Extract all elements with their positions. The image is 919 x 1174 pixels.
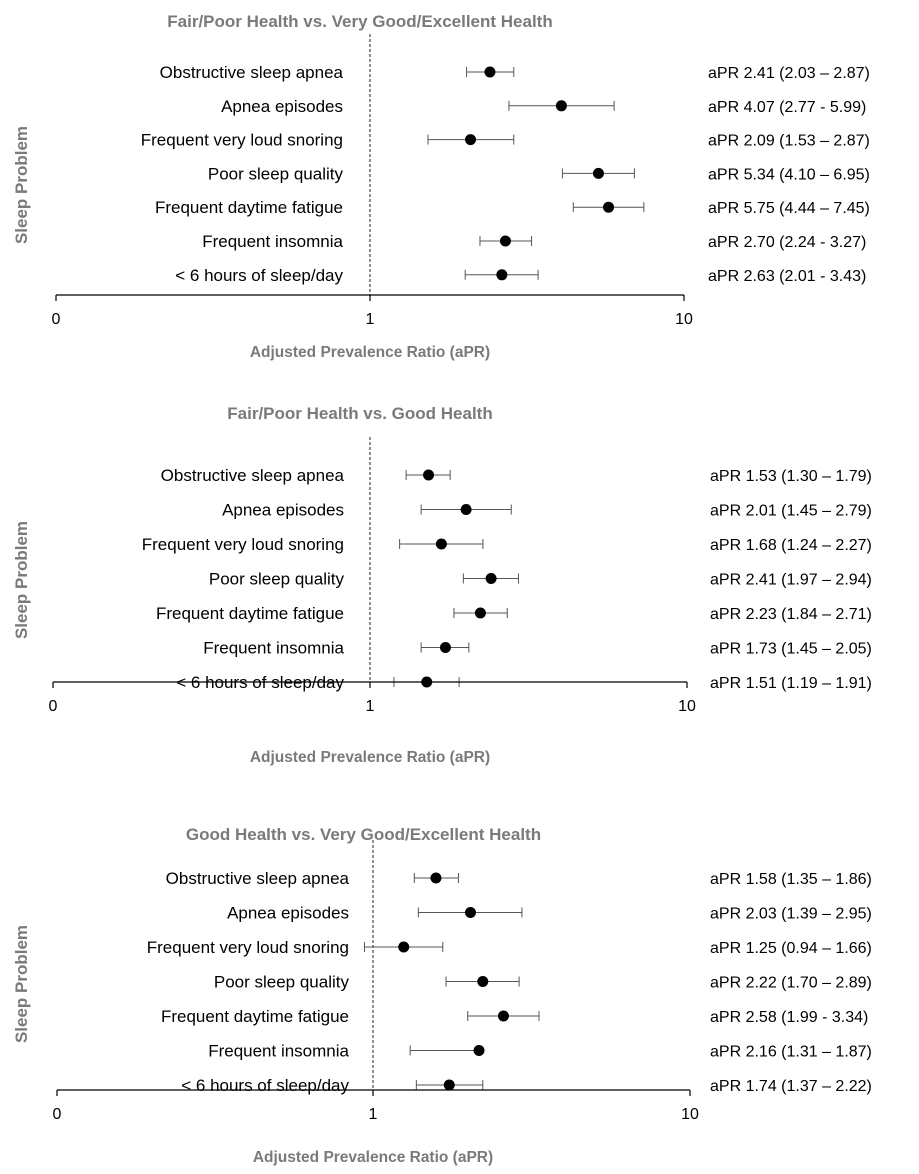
x-tick-label: 10 — [678, 698, 696, 715]
x-tick-label: 1 — [366, 698, 375, 715]
panel-title: Fair/Poor Health vs. Very Good/Excellent… — [167, 12, 552, 31]
y-axis-label: Sleep Problem — [12, 126, 31, 244]
category-label: Obstructive sleep apnea — [166, 869, 350, 888]
point-estimate — [460, 504, 472, 515]
point-estimate — [430, 872, 442, 884]
point-estimate — [439, 642, 451, 653]
x-tick-label: 1 — [369, 1106, 378, 1123]
point-estimate — [592, 167, 604, 179]
panel-title: Fair/Poor Health vs. Good Health — [227, 404, 492, 423]
apr-annotation: aPR 2.70 (2.24 - 3.27) — [708, 234, 866, 251]
category-label: Obstructive sleep apnea — [160, 63, 344, 82]
category-label: Frequent very loud snoring — [142, 535, 344, 554]
category-label: Poor sleep quality — [209, 570, 345, 589]
point-estimate — [499, 235, 511, 247]
category-label: Frequent very loud snoring — [141, 131, 343, 150]
panel-title: Good Health vs. Very Good/Excellent Heal… — [186, 825, 541, 844]
point-estimate — [555, 100, 567, 112]
point-estimate — [485, 573, 497, 584]
category-label: < 6 hours of sleep/day — [181, 1076, 349, 1095]
x-axis-label: Adjusted Prevalence Ratio (aPR) — [250, 344, 490, 361]
category-label: Frequent very loud snoring — [147, 938, 349, 957]
x-tick-label: 0 — [53, 1106, 62, 1123]
category-label: Poor sleep quality — [208, 164, 344, 183]
apr-annotation: aPR 1.73 (1.45 – 2.05) — [710, 641, 872, 658]
apr-annotation: aPR 1.58 (1.35 – 1.86) — [710, 871, 872, 888]
x-tick-label: 10 — [675, 311, 693, 328]
x-axis-label: Adjusted Prevalence Ratio (aPR) — [253, 1149, 493, 1166]
apr-annotation: aPR 5.34 (4.10 – 6.95) — [708, 166, 870, 183]
apr-annotation: aPR 1.68 (1.24 – 2.27) — [710, 537, 872, 554]
point-estimate — [465, 134, 477, 146]
point-estimate — [496, 269, 508, 281]
forest-panel-1: Fair/Poor Health vs. Very Good/Excellent… — [12, 12, 870, 361]
apr-annotation: aPR 2.09 (1.53 – 2.87) — [708, 133, 870, 150]
category-label: < 6 hours of sleep/day — [175, 266, 343, 285]
category-label: Apnea episodes — [222, 501, 344, 520]
point-estimate — [484, 66, 496, 78]
point-estimate — [464, 907, 476, 918]
apr-annotation: aPR 5.75 (4.44 – 7.45) — [708, 200, 870, 217]
apr-annotation: aPR 1.53 (1.30 – 1.79) — [710, 468, 872, 485]
apr-annotation: aPR 4.07 (2.77 - 5.99) — [708, 99, 866, 116]
apr-annotation: aPR 2.41 (1.97 – 2.94) — [710, 572, 872, 589]
forest-panel-2: Fair/Poor Health vs. Good Health Sleep Pr… — [12, 404, 872, 766]
apr-annotation: aPR 2.23 (1.84 – 2.71) — [710, 606, 872, 623]
point-estimate — [603, 201, 615, 213]
apr-annotation: aPR 1.74 (1.37 – 2.22) — [710, 1078, 872, 1095]
apr-annotation: aPR 2.58 (1.99 - 3.34) — [710, 1009, 868, 1026]
apr-annotation: aPR 1.25 (0.94 – 1.66) — [710, 940, 872, 957]
category-label: Frequent insomnia — [203, 639, 344, 658]
category-label: Frequent daytime fatigue — [161, 1007, 349, 1026]
category-label: Apnea episodes — [221, 97, 343, 116]
category-label: Obstructive sleep apnea — [161, 466, 345, 485]
y-axis-label: Sleep Problem — [12, 521, 31, 639]
x-tick-label: 0 — [52, 311, 61, 328]
apr-annotation: aPR 2.01 (1.45 – 2.79) — [710, 503, 872, 520]
category-label: Frequent insomnia — [208, 1042, 349, 1061]
category-label: Frequent daytime fatigue — [156, 604, 344, 623]
x-tick-label: 1 — [366, 311, 375, 328]
apr-annotation: aPR 1.51 (1.19 – 1.91) — [710, 675, 872, 692]
category-label: Frequent insomnia — [202, 232, 343, 251]
category-label: Frequent daytime fatigue — [155, 198, 343, 217]
point-estimate — [497, 1010, 509, 1022]
point-estimate — [474, 607, 486, 619]
point-estimate — [477, 976, 489, 987]
x-axis-label: Adjusted Prevalence Ratio (aPR) — [250, 749, 490, 766]
point-estimate — [435, 538, 447, 550]
forest-panel-3: Good Health vs. Very Good/Excellent Heal… — [12, 825, 872, 1166]
apr-annotation: aPR 2.03 (1.39 – 2.95) — [710, 906, 872, 923]
apr-annotation: aPR 2.63 (2.01 - 3.43) — [708, 268, 866, 285]
apr-annotation: aPR 2.22 (1.70 – 2.89) — [710, 975, 872, 992]
category-label: Apnea episodes — [227, 904, 349, 923]
apr-annotation: aPR 2.41 (2.03 – 2.87) — [708, 65, 870, 82]
point-estimate — [473, 1045, 485, 1056]
point-estimate — [423, 469, 435, 481]
apr-annotation: aPR 2.16 (1.31 – 1.87) — [710, 1044, 872, 1061]
x-tick-label: 0 — [49, 698, 58, 715]
category-label: Poor sleep quality — [214, 973, 350, 992]
point-estimate — [443, 1079, 455, 1091]
y-axis-label: Sleep Problem — [12, 925, 31, 1043]
x-tick-label: 10 — [681, 1106, 699, 1123]
point-estimate — [398, 941, 410, 953]
